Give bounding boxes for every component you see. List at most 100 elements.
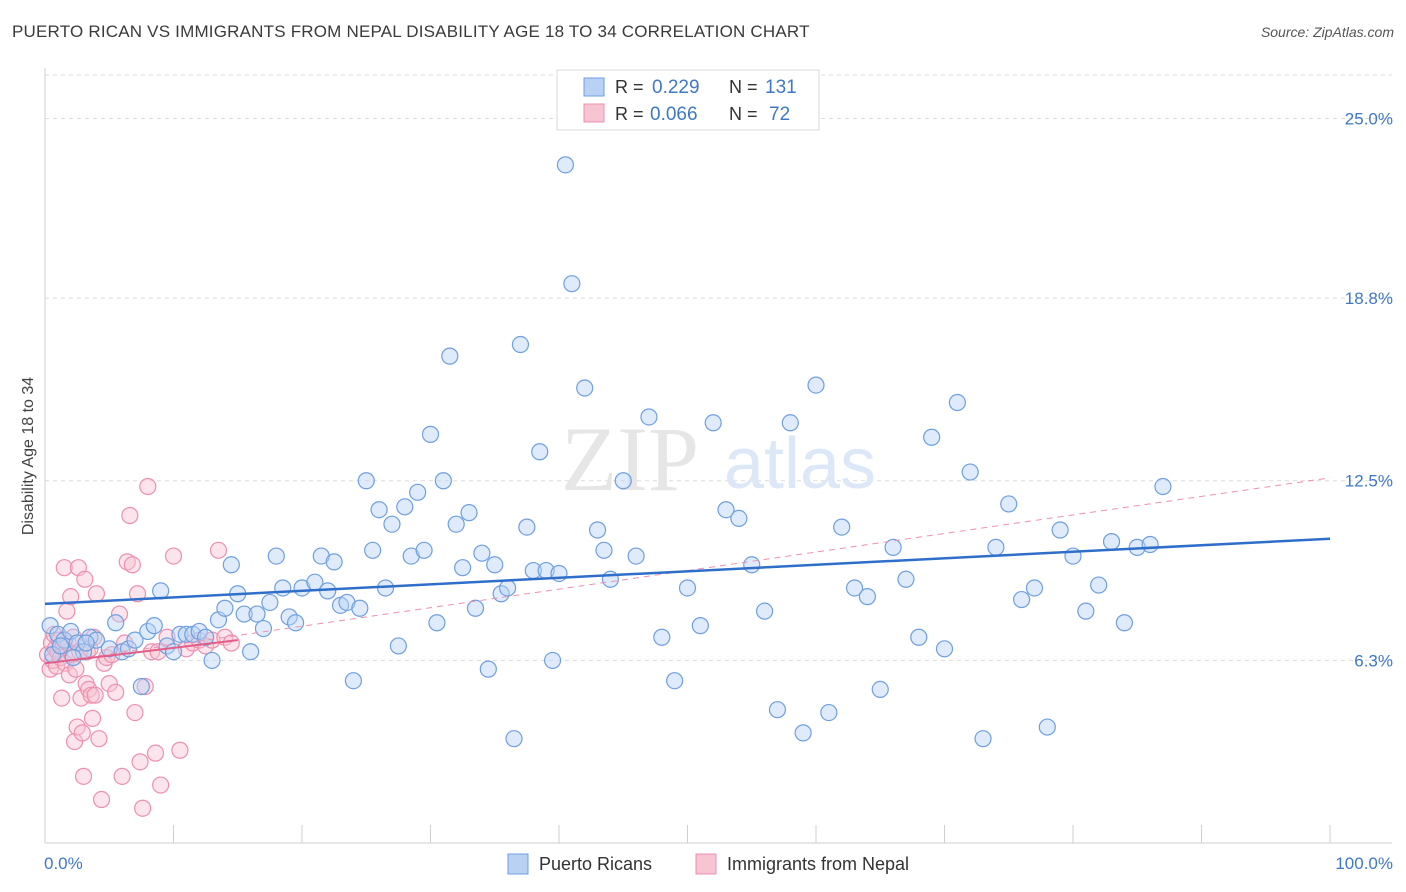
data-point-pink bbox=[60, 666, 79, 684]
data-point-blue bbox=[1102, 532, 1121, 551]
data-point-blue bbox=[974, 730, 992, 748]
watermark: ZIP atlas bbox=[561, 408, 876, 510]
watermark-zip: ZIP bbox=[561, 408, 699, 510]
data-point-blue bbox=[627, 547, 645, 565]
y-tick-label: 6.3% bbox=[1354, 651, 1393, 670]
data-point-blue bbox=[666, 672, 684, 690]
data-point-blue bbox=[923, 428, 941, 446]
data-point-blue bbox=[556, 156, 575, 174]
data-point-blue bbox=[447, 515, 465, 533]
data-point-blue bbox=[421, 425, 440, 443]
trend-line-pink bbox=[44, 639, 238, 665]
data-point-pink bbox=[107, 683, 125, 701]
data-point-blue bbox=[126, 631, 144, 649]
data-point-blue bbox=[755, 602, 774, 620]
axes bbox=[44, 68, 1392, 844]
data-point-pink bbox=[164, 547, 183, 565]
data-point-pink bbox=[76, 570, 94, 588]
data-point-blue bbox=[1115, 614, 1134, 632]
legend-r-label-1: R = bbox=[615, 77, 644, 97]
data-point-blue bbox=[871, 680, 889, 699]
data-point-blue bbox=[563, 275, 581, 293]
source-credit: Source: ZipAtlas.com bbox=[1260, 24, 1394, 40]
data-point-pink bbox=[74, 767, 93, 785]
data-point-pink bbox=[118, 553, 136, 571]
chart-title: PUERTO RICAN VS IMMIGRANTS FROM NEPAL DI… bbox=[12, 22, 810, 41]
watermark-atlas: atlas bbox=[724, 424, 876, 504]
data-point-blue bbox=[152, 582, 170, 600]
bottom-legend-label-blue: Puerto Ricans bbox=[539, 854, 652, 874]
data-point-blue bbox=[87, 631, 106, 649]
data-point-blue bbox=[543, 651, 562, 670]
legend-n-value-2: 72 bbox=[769, 104, 790, 125]
data-point-blue bbox=[1141, 535, 1159, 554]
data-point-blue bbox=[177, 625, 195, 643]
data-point-blue bbox=[64, 648, 82, 667]
data-point-blue bbox=[614, 472, 632, 490]
data-point-pink bbox=[136, 677, 154, 696]
data-point-pink bbox=[92, 790, 111, 809]
legend-swatch-blue bbox=[583, 77, 605, 97]
data-point-pink bbox=[53, 689, 71, 707]
data-point-blue bbox=[100, 640, 118, 658]
data-point-blue bbox=[794, 724, 812, 742]
data-point-blue bbox=[203, 651, 221, 670]
data-point-pink bbox=[87, 585, 106, 603]
data-point-blue bbox=[77, 634, 95, 652]
data-point-pink bbox=[134, 799, 152, 817]
data-point-blue bbox=[454, 559, 472, 577]
data-point-blue bbox=[505, 730, 523, 748]
data-point-blue bbox=[704, 414, 722, 432]
data-point-blue bbox=[601, 570, 620, 588]
data-point-blue bbox=[248, 605, 266, 623]
data-point-pink bbox=[86, 686, 104, 704]
data-point-blue bbox=[640, 408, 658, 426]
legend-n-label-2: N = bbox=[729, 104, 758, 124]
data-point-blue bbox=[280, 608, 298, 626]
legend-r-label-2: R = bbox=[615, 104, 644, 124]
data-point-blue bbox=[190, 622, 208, 641]
data-point-blue bbox=[51, 637, 70, 655]
data-point-pink bbox=[100, 675, 118, 693]
data-point-blue bbox=[383, 515, 401, 533]
data-point-blue bbox=[351, 599, 369, 617]
data-point-pink bbox=[152, 776, 170, 794]
data-point-pink bbox=[73, 724, 91, 742]
data-point-blue bbox=[132, 677, 150, 696]
data-point-blue bbox=[1000, 495, 1018, 513]
data-point-blue bbox=[743, 556, 761, 574]
data-point-blue bbox=[499, 579, 517, 597]
data-point-pink bbox=[83, 709, 102, 727]
data-point-blue bbox=[691, 617, 709, 635]
data-point-blue bbox=[678, 579, 697, 597]
data-point-blue bbox=[434, 472, 452, 490]
data-point-blue bbox=[274, 579, 292, 597]
data-point-pink bbox=[126, 703, 144, 722]
stats-legend: R = 0.229 N = 131 R = 0.066 N = 72 bbox=[556, 69, 820, 131]
y-tick-label: 18.8% bbox=[1345, 289, 1393, 308]
data-point-blue bbox=[845, 579, 864, 597]
y-axis-label: Disability Age 18 to 34 bbox=[20, 377, 37, 535]
data-point-blue bbox=[197, 628, 215, 646]
data-point-blue bbox=[511, 335, 530, 354]
data-point-pink bbox=[110, 605, 129, 623]
data-point-blue bbox=[479, 660, 497, 678]
data-point-pink bbox=[209, 541, 228, 559]
data-point-blue bbox=[1090, 576, 1108, 594]
data-point-blue bbox=[1038, 718, 1056, 736]
data-point-blue bbox=[396, 498, 414, 516]
data-point-pink bbox=[171, 741, 189, 759]
data-point-pink bbox=[131, 753, 149, 771]
data-point-blue bbox=[428, 614, 446, 632]
data-point-pink bbox=[55, 559, 73, 577]
data-point-blue bbox=[466, 599, 485, 617]
data-point-blue bbox=[820, 703, 838, 722]
trend-line-blue bbox=[44, 537, 1331, 606]
data-point-blue bbox=[216, 599, 234, 617]
data-point-blue bbox=[717, 501, 735, 519]
blue-series bbox=[41, 156, 1172, 748]
data-point-blue bbox=[588, 521, 607, 539]
data-point-blue bbox=[441, 347, 459, 365]
data-point-pink bbox=[121, 506, 139, 525]
